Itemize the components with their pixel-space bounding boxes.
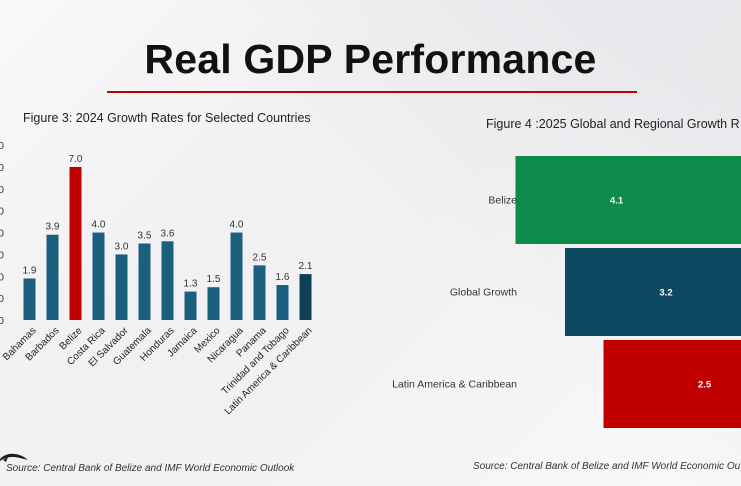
bar-mexico <box>207 287 220 320</box>
bar-jamaica <box>184 291 197 320</box>
bar-el-salvador <box>115 254 128 320</box>
figure3-title: Figure 3: 2024 Growth Rates for Selected… <box>23 111 311 125</box>
bar-value-label: 4.0 <box>230 220 244 231</box>
bar-value-label: 7.0 <box>69 154 83 165</box>
y-tick-label: 0 <box>0 206 4 218</box>
hbar-global-growth <box>565 248 741 336</box>
bar-nicaragua <box>230 232 243 320</box>
y-tick-label: 0 <box>0 271 4 283</box>
figure4-source: Source: Central Bank of Belize and IMF W… <box>473 461 741 472</box>
hbar-category-label: Belize <box>488 195 517 207</box>
bar-value-label: 3.0 <box>115 241 129 252</box>
bar-value-label: 1.3 <box>184 279 198 290</box>
bank-logo-icon <box>0 453 28 462</box>
bar-panama <box>253 265 266 320</box>
y-tick-label: 0 <box>0 249 4 261</box>
bar-value-label: 1.6 <box>276 272 290 283</box>
hbar-belize <box>515 156 741 244</box>
hbar-value-label: 4.1 <box>610 196 624 207</box>
bar-value-label: 2.1 <box>299 261 313 272</box>
bar-value-label: 3.9 <box>46 222 60 233</box>
y-tick-label: 0 <box>0 140 4 152</box>
bar-latin-america-caribbean <box>299 274 312 320</box>
hbar-category-label: Global Growth <box>450 287 517 299</box>
hbar-value-label: 2.5 <box>698 380 712 391</box>
bar-value-label: 3.6 <box>161 228 175 239</box>
bar-bahamas <box>23 278 36 320</box>
bar-barbados <box>46 234 59 320</box>
hbar-category-label: Latin America & Caribbean <box>392 379 517 391</box>
hbar-value-label: 3.2 <box>659 288 672 299</box>
y-tick-label: 0 <box>0 293 4 305</box>
bar-costa-rica <box>92 232 105 320</box>
y-tick-label: 0 <box>0 228 4 240</box>
bar-honduras <box>161 241 174 320</box>
y-tick-label: 0 <box>0 315 4 327</box>
figure4-title: Figure 4 :2025 Global and Regional Growt… <box>486 117 740 131</box>
bar-trinidad-and-tobago <box>276 285 289 320</box>
bar-value-label: 2.5 <box>253 252 267 263</box>
bar-value-label: 1.5 <box>207 274 221 285</box>
bar-value-label: 3.5 <box>138 230 152 241</box>
hbar-latin-america-caribbean <box>603 340 741 428</box>
bar-belize <box>69 166 82 320</box>
y-tick-label: 0 <box>0 162 4 174</box>
y-tick-label: 0 <box>0 184 4 196</box>
figure3-source: Source: Central Bank of Belize and IMF W… <box>6 463 295 474</box>
slide-title: Real GDP Performance <box>144 36 597 82</box>
bar-value-label: 4.0 <box>92 220 106 231</box>
bar-value-label: 1.9 <box>23 265 37 276</box>
bar-guatemala <box>138 243 151 320</box>
title-underline <box>107 91 637 93</box>
